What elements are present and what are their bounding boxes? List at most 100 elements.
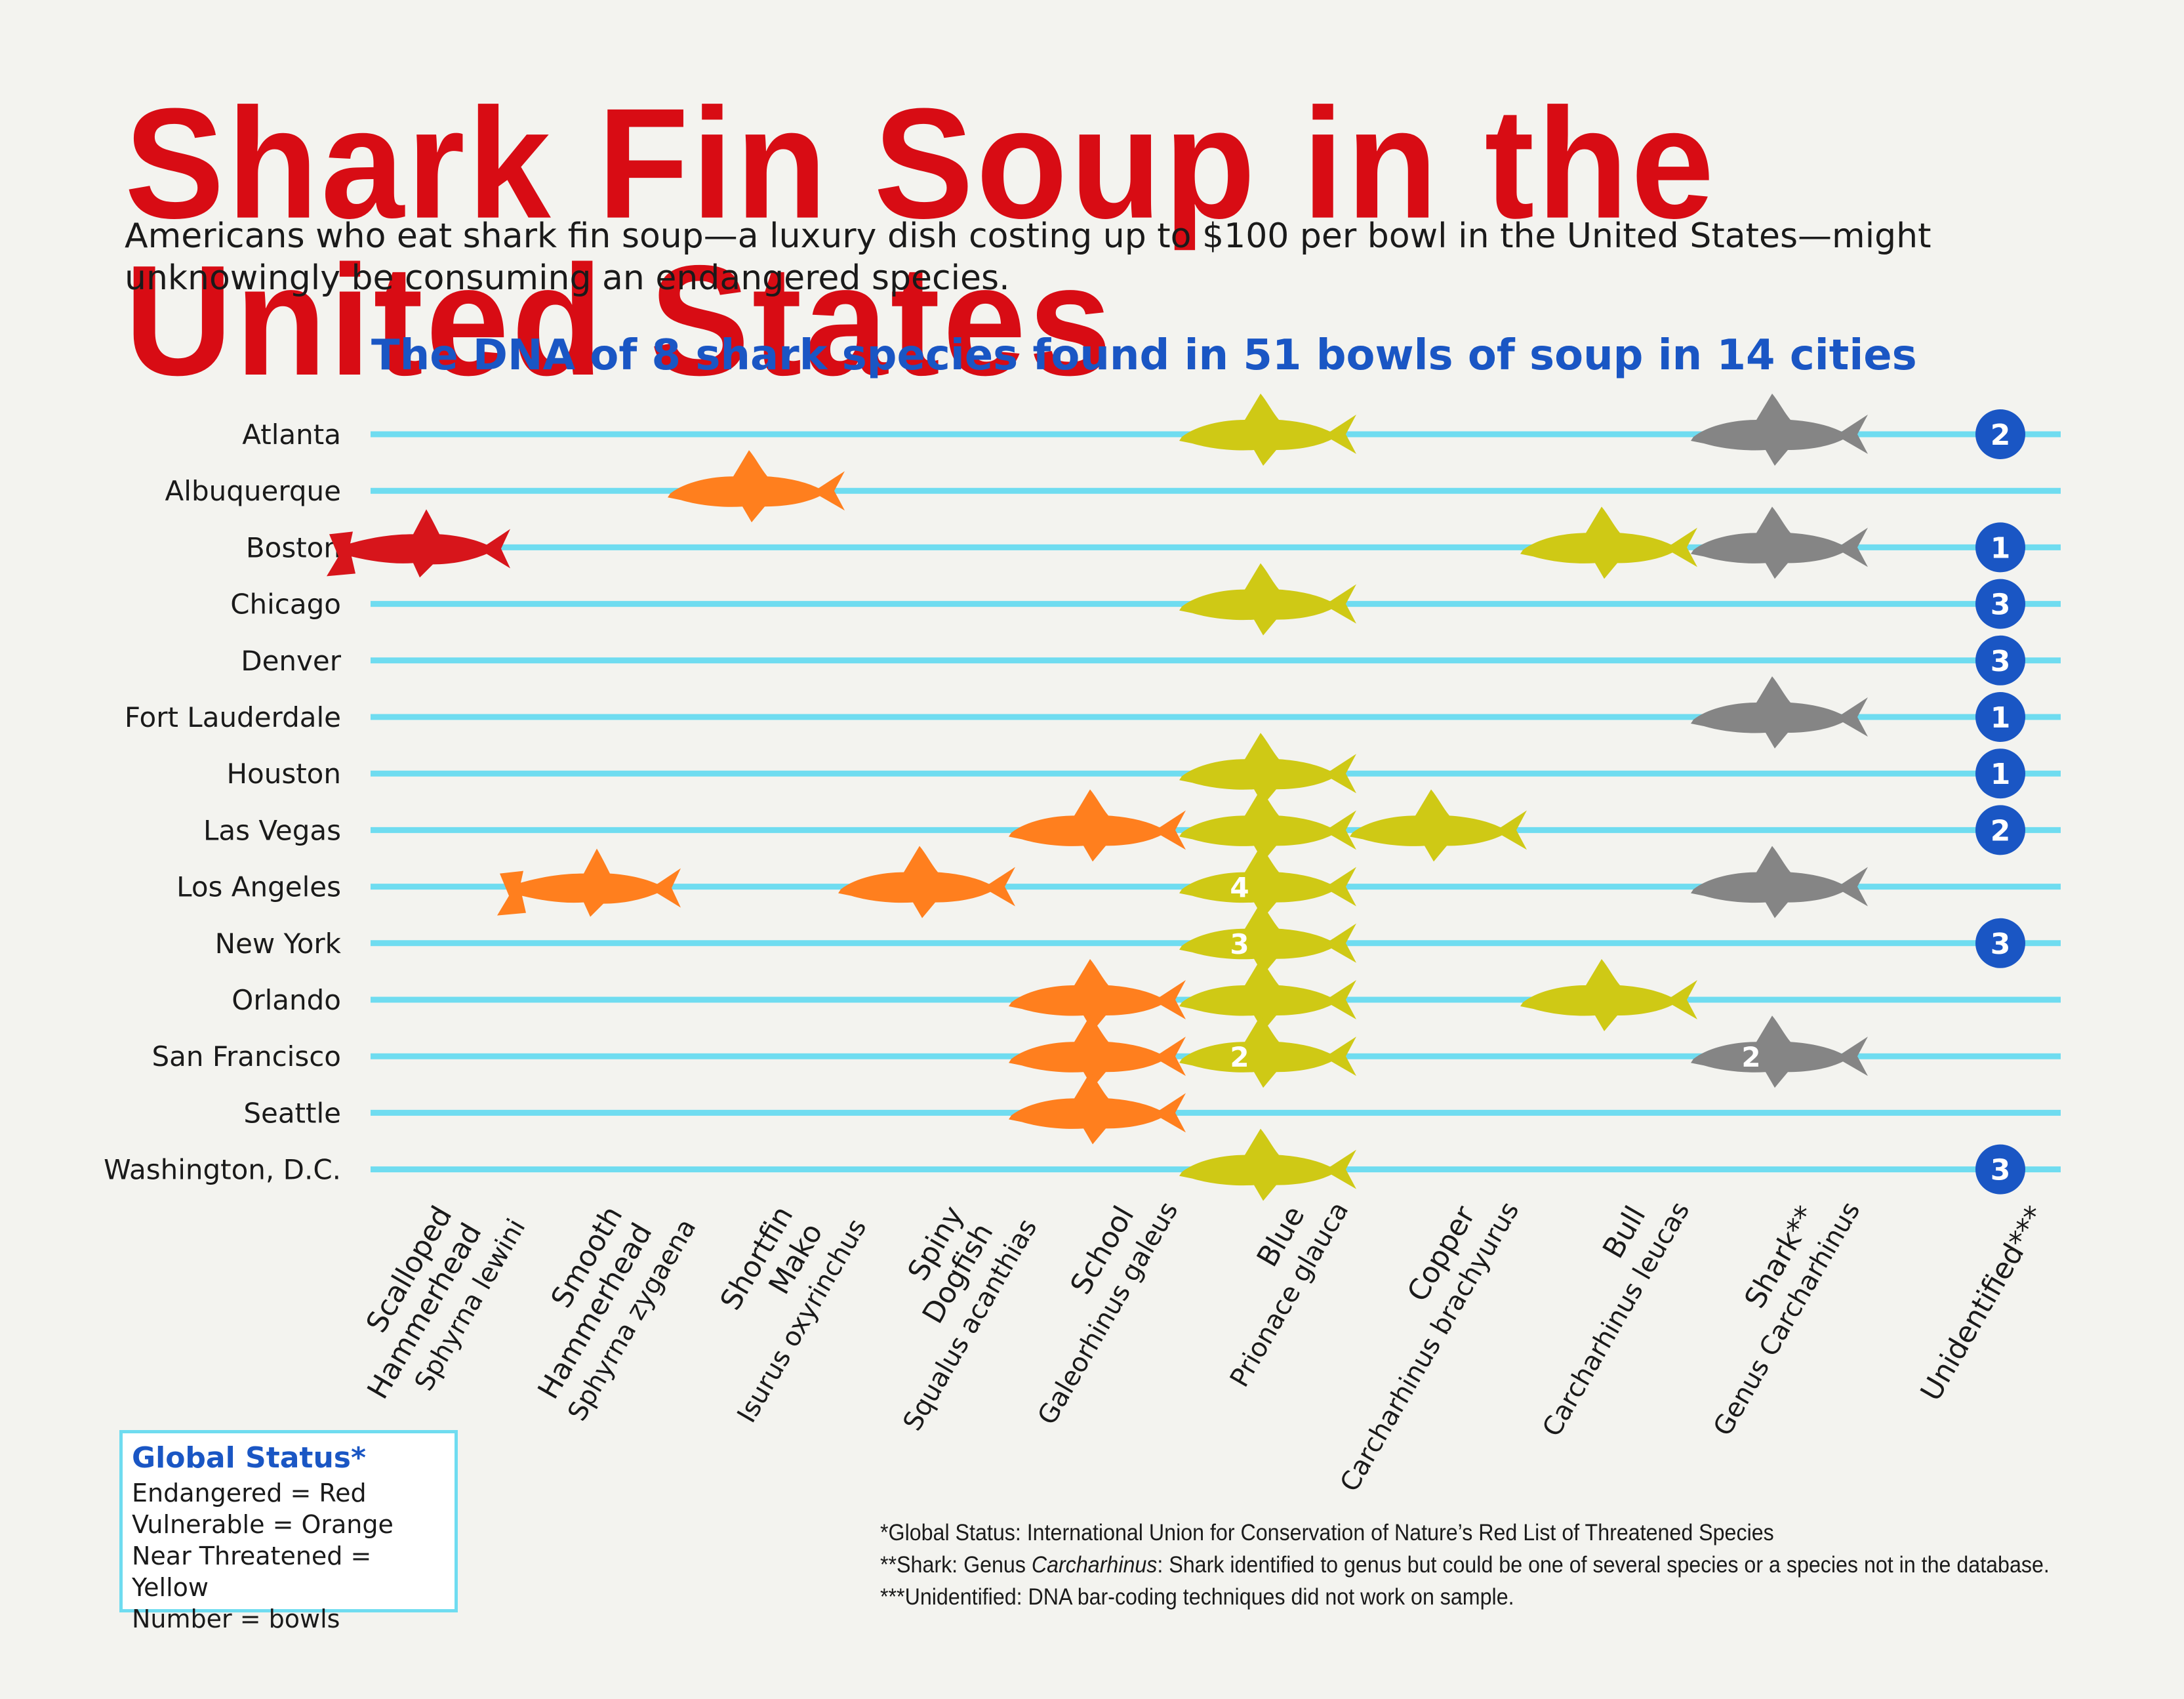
city-label-houston: Houston (226, 758, 341, 790)
city-label-albuquerque: Albuquerque (165, 475, 341, 507)
mark-los-angeles-shark (1691, 846, 1868, 918)
shark-icon (1179, 1128, 1356, 1201)
shark-icon (1691, 506, 1868, 579)
footnote-shark-genus: **Shark: Genus Carcharhinus: Shark ident… (880, 1549, 2050, 1581)
shark-icon (1009, 1015, 1186, 1088)
bowl-count-circle (1975, 748, 2025, 799)
mark-las-vegas-copper (1350, 789, 1527, 862)
mark-washington-d-c-blue (1179, 1128, 1356, 1201)
mark-new-york-blue: 3 (1179, 902, 1356, 975)
bowl-count-label: 2 (1991, 814, 2011, 848)
mark-houston-unidentified: 1 (1975, 748, 2025, 799)
shark-icon (1009, 1072, 1186, 1145)
legend-title: Global Status* (132, 1441, 366, 1475)
mark-boston-shark (1691, 506, 1868, 579)
shark-icon (1350, 789, 1527, 862)
mark-atlanta-blue (1179, 394, 1356, 466)
bowl-count-label: 3 (1991, 1154, 2011, 1187)
city-label-chicago: Chicago (230, 588, 341, 621)
mark-orlando-bull (1520, 959, 1697, 1031)
footnote-shark-prefix: **Shark: Genus (880, 1552, 1032, 1578)
city-label-new-york: New York (215, 928, 342, 960)
bowl-count-circle (1975, 918, 2025, 968)
bowl-count-circle (1975, 579, 2025, 629)
bowl-count-circle (1975, 522, 2025, 573)
city-label-fort-lauderdale: Fort Lauderdale (125, 701, 341, 733)
bowl-count-label: 1 (1991, 701, 2011, 735)
city-label-atlanta: Atlanta (242, 419, 341, 451)
hammerhead-icon (497, 848, 681, 917)
shark-icon (1179, 733, 1356, 806)
mark-seattle-school (1009, 1072, 1186, 1145)
shark-icon (1520, 506, 1697, 579)
bowl-count-label: 3 (1230, 928, 1249, 960)
bowl-count-circle (1975, 409, 2025, 459)
mark-boston-scalloped-hammerhead (327, 509, 510, 578)
mark-fort-lauderdale-shark (1691, 676, 1868, 748)
shark-icon (1691, 394, 1868, 466)
city-label-orlando: Orlando (232, 984, 341, 1016)
bowl-count-label: 2 (1741, 1041, 1760, 1073)
bowl-count-label: 1 (1991, 531, 2011, 565)
mark-houston-blue (1179, 733, 1356, 806)
mark-fort-lauderdale-unidentified: 1 (1975, 692, 2025, 742)
city-label-boston: Boston (246, 531, 341, 563)
bowl-count-circle (1975, 805, 2025, 855)
city-label-san-francisco: San Francisco (152, 1040, 341, 1073)
bowl-count-label: 1 (1991, 758, 2011, 791)
shark-icon (1179, 563, 1356, 636)
mark-albuquerque-shortfin-mako (668, 450, 845, 523)
shark-icon (1009, 789, 1186, 862)
intro-text: Americans who eat shark fin soup—a luxur… (125, 216, 1931, 298)
mark-los-angeles-smooth-hammerhead (497, 848, 681, 917)
shark-icon (1179, 1015, 1356, 1088)
legend-line-number: Number = bowls (132, 1605, 340, 1633)
city-label-seattle: Seattle (243, 1097, 341, 1129)
chart-title: The DNA of 8 shark species found in 51 b… (371, 331, 1917, 380)
hammerhead-icon (327, 509, 510, 578)
species-name-unidentified: Unidentified*** (1914, 1200, 2053, 1406)
mark-las-vegas-blue (1179, 789, 1356, 862)
mark-atlanta-shark (1691, 394, 1868, 466)
mark-washington-d-c-unidentified: 3 (1975, 1144, 2025, 1195)
footnote-global-status: *Global Status: International Union for … (880, 1520, 1774, 1545)
mark-boston-unidentified: 1 (1975, 522, 2025, 573)
shark-icon (1691, 1015, 1868, 1088)
shark-icon (1009, 959, 1186, 1031)
shark-icon (1179, 394, 1356, 466)
shark-icon (1179, 846, 1356, 918)
bowl-count-circle (1975, 635, 2025, 686)
bowl-count-circle (1975, 692, 2025, 742)
shark-icon (1179, 789, 1356, 862)
city-label-las-vegas: Las Vegas (203, 814, 341, 846)
city-label-washington-d-c: Washington, D.C. (104, 1154, 341, 1186)
mark-denver-unidentified: 3 (1975, 635, 2025, 686)
footnote-shark-suffix: : Shark identified to genus but could be… (1157, 1552, 2050, 1578)
species-label-shark: Shark**Genus Carcharhinus (1708, 1197, 1867, 1441)
footnote-unidentified: ***Unidentified: DNA bar-coding techniqu… (880, 1584, 1514, 1610)
shark-icon (1179, 902, 1356, 975)
shark-icon (1691, 846, 1868, 918)
shark-icon (1179, 959, 1356, 1031)
mark-san-francisco-school (1009, 1015, 1186, 1088)
mark-boston-bull (1520, 506, 1697, 579)
bowl-count-label: 3 (1991, 645, 2011, 678)
bowl-count-circle (1975, 1144, 2025, 1195)
footnotes: *Global Status: International Union for … (880, 1517, 2050, 1613)
bowl-count-label: 4 (1230, 872, 1249, 904)
species-label-unidentified: Unidentified*** (1914, 1200, 2053, 1406)
mark-atlanta-unidentified: 2 (1975, 409, 2025, 459)
global-status-legend: Global Status* Endangered = Red Vulnerab… (119, 1430, 458, 1633)
mark-orlando-blue (1179, 959, 1356, 1031)
mark-san-francisco-shark: 2 (1691, 1015, 1868, 1088)
mark-las-vegas-school (1009, 789, 1186, 862)
shark-icon (668, 450, 845, 523)
bowl-count-label: 2 (1230, 1041, 1249, 1073)
mark-chicago-unidentified: 3 (1975, 579, 2025, 629)
